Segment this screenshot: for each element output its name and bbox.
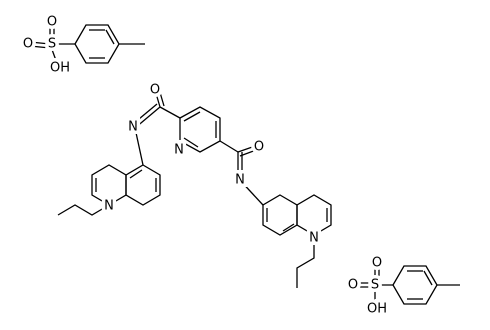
atom-label: N: [309, 231, 319, 246]
atom-labels: O S O OH O N N O N N N O S O OH: [19, 11, 390, 320]
atom-label: S: [48, 37, 56, 52]
atom-label: N: [174, 143, 184, 158]
atom-label: O: [150, 83, 160, 98]
atom-label: OH: [50, 61, 70, 76]
atom-label: S: [371, 278, 379, 293]
atom-label: O: [254, 140, 264, 155]
bonds: [29, 24, 460, 307]
atom-label: N: [235, 173, 245, 188]
atom-label: O: [47, 15, 57, 30]
atom-label: OH: [367, 302, 387, 317]
atom-label: O: [23, 37, 33, 52]
atom-label: O: [372, 256, 382, 271]
atom-label: O: [348, 278, 358, 293]
atom-label: N: [104, 199, 114, 214]
atom-label: N: [128, 120, 138, 135]
